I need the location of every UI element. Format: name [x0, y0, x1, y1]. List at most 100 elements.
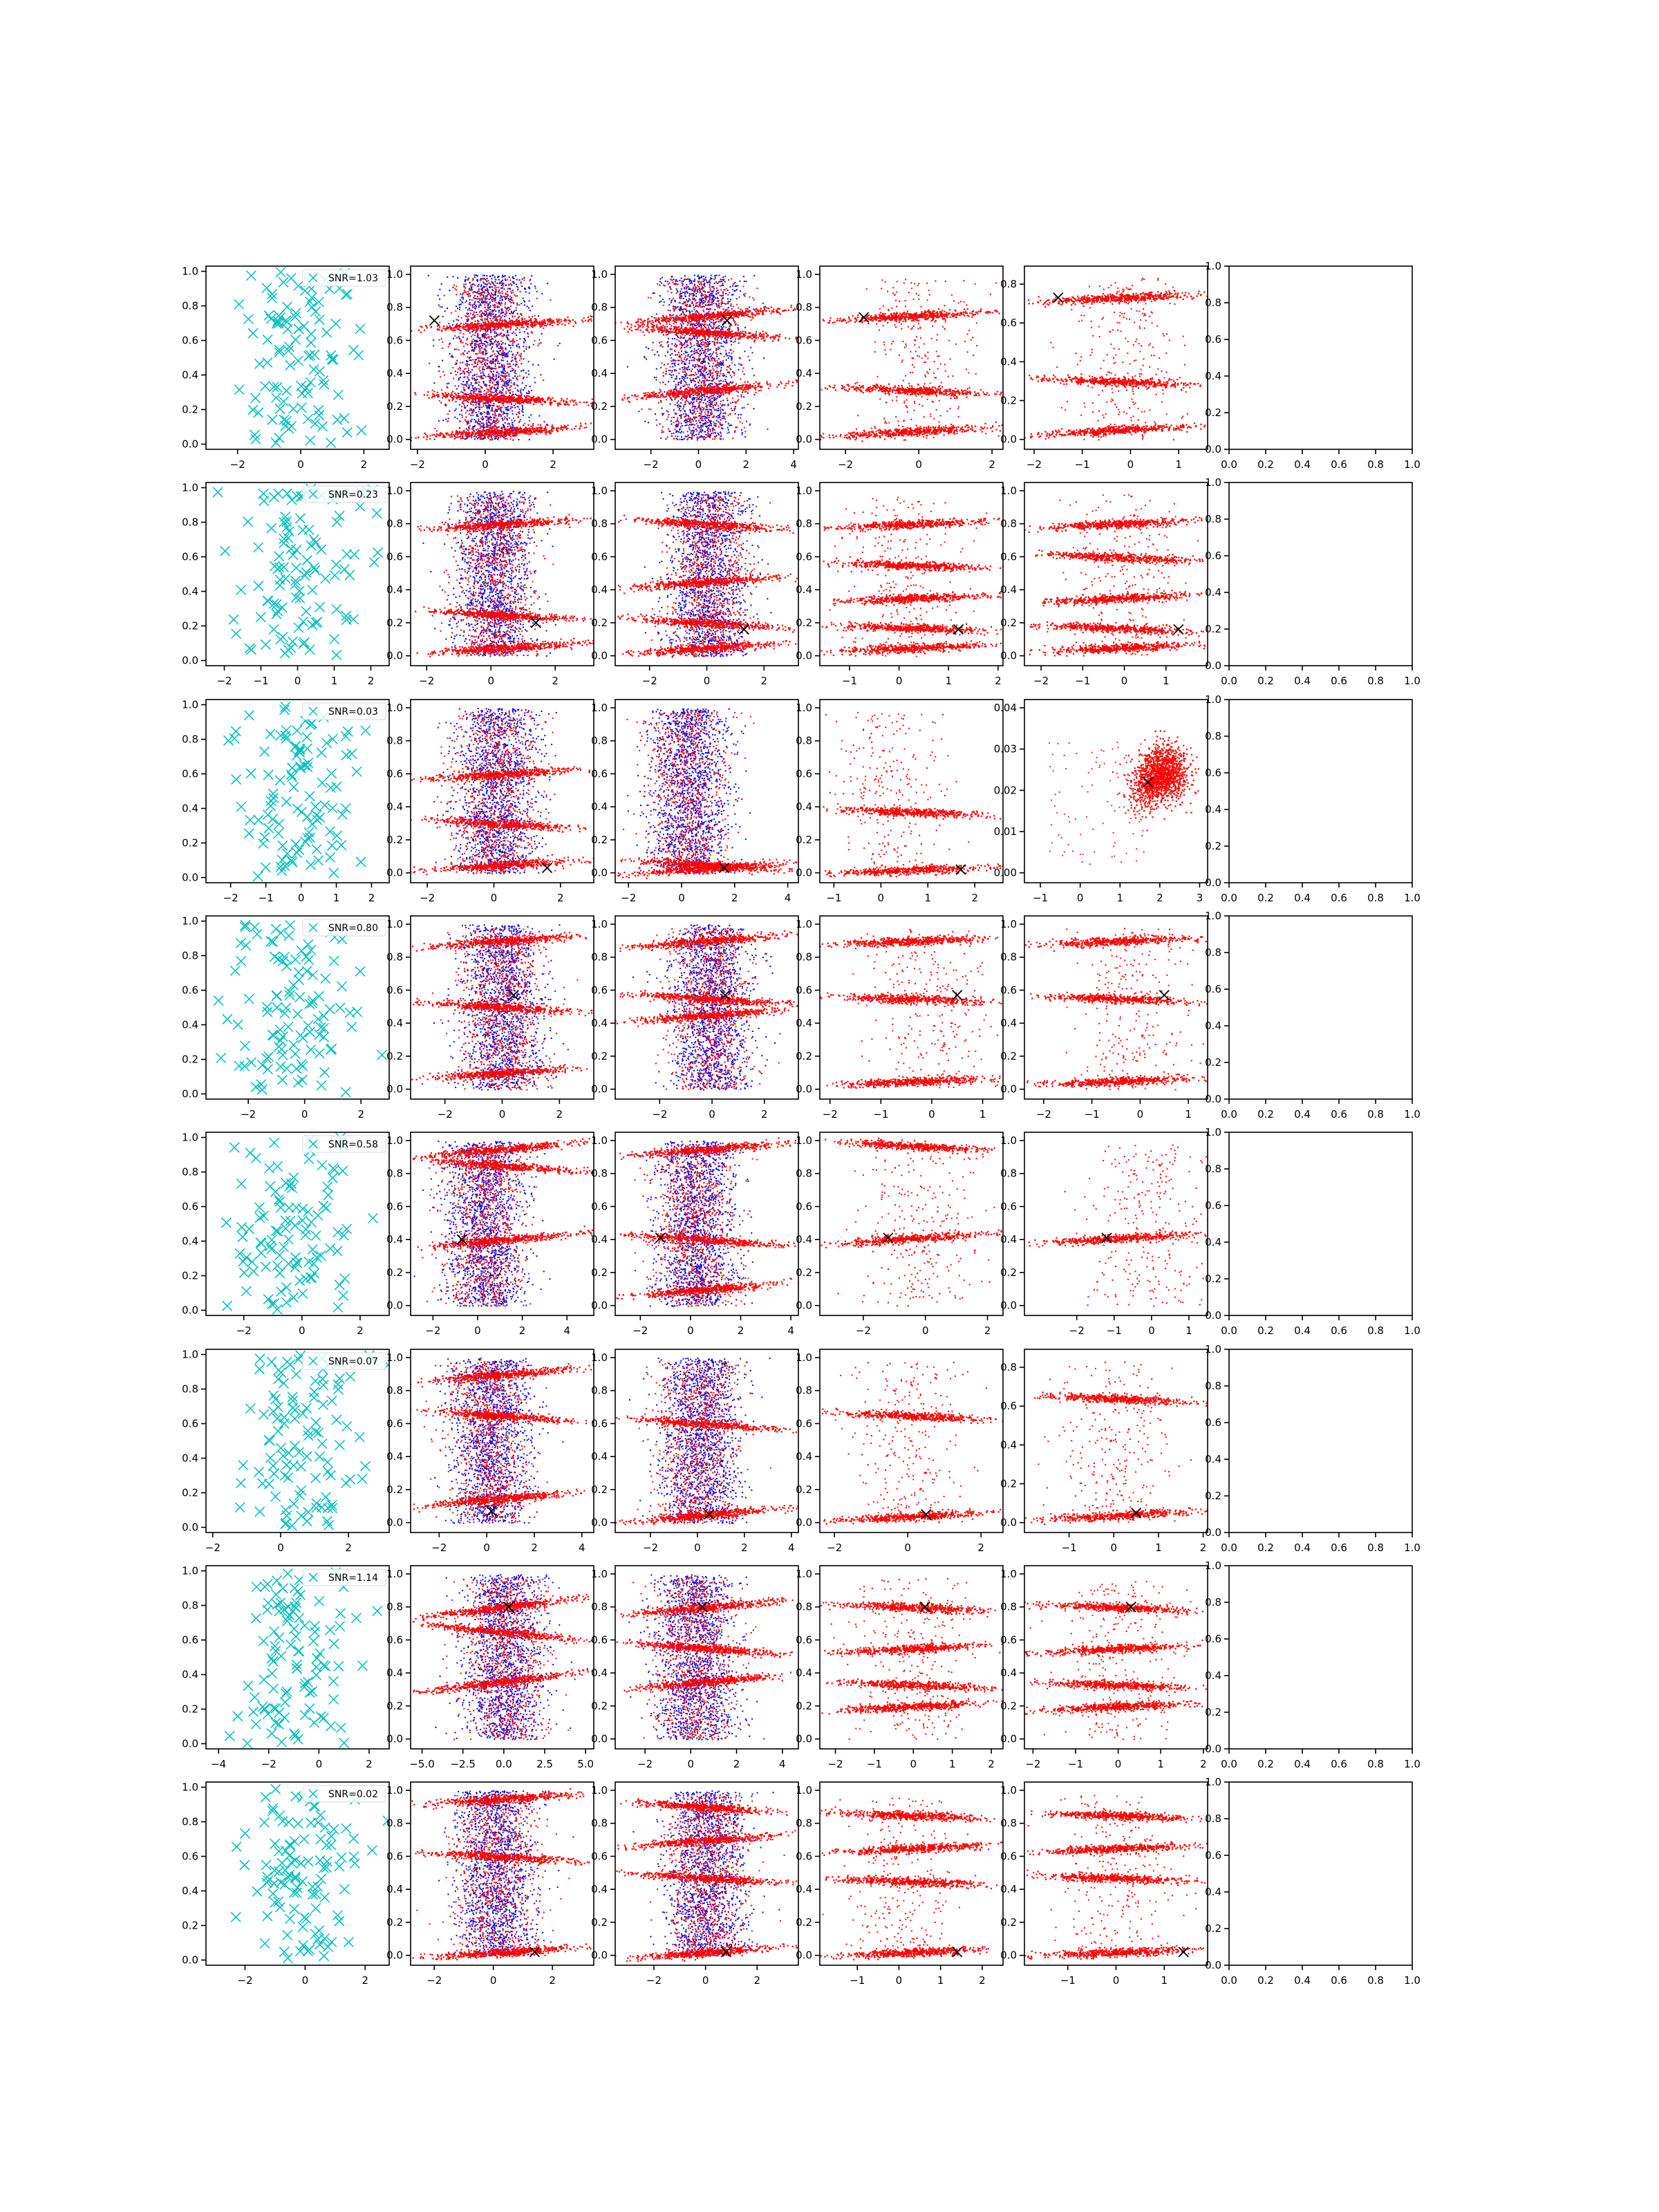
- p1-3-point: [703, 276, 704, 277]
- p1-2-point: [515, 370, 516, 371]
- p1-1-sample-marker: [310, 419, 320, 429]
- p1-2-point: [498, 287, 499, 288]
- p1-3-point: [710, 279, 711, 280]
- p1-2-point: [465, 276, 467, 278]
- p1-2-point: [507, 354, 508, 355]
- p1-2-point: [489, 429, 490, 431]
- p1-2-point: [451, 356, 452, 357]
- p1-2-point: [489, 344, 491, 346]
- p1-2-point: [505, 438, 506, 440]
- p1-2-point: [540, 431, 541, 433]
- p1-2-point: [465, 406, 466, 408]
- p1-2-point: [557, 345, 559, 346]
- p1-2-point: [517, 353, 518, 354]
- p1-2-point: [561, 425, 562, 427]
- p1-2-point: [494, 332, 496, 334]
- p1-3-point: [704, 375, 706, 376]
- p1-3-point: [656, 313, 657, 315]
- p1-2-point: [478, 437, 480, 438]
- p1-2-point: [516, 286, 518, 288]
- p1-2-point: [487, 388, 488, 390]
- p1-2-point: [468, 384, 469, 386]
- p1-2-point: [482, 403, 484, 404]
- p1-2-point: [511, 311, 512, 312]
- p1-2-point: [490, 380, 491, 382]
- p1-2-point: [495, 310, 496, 312]
- p1-2-point: [474, 374, 476, 375]
- p1-2-point: [468, 370, 469, 371]
- p1-2-point: [500, 317, 501, 318]
- p1-2-point: [545, 433, 547, 435]
- p1-2-point: [510, 371, 512, 372]
- p1-2-point: [512, 321, 513, 323]
- p1-2-point: [468, 315, 469, 317]
- p1-2-point: [518, 344, 519, 345]
- p1-2-point: [518, 416, 519, 418]
- p1-2-point: [514, 384, 516, 386]
- p1-3-point: [727, 400, 728, 401]
- p1-2-point: [440, 432, 441, 433]
- p1-2-point: [486, 285, 487, 287]
- p1-2-point: [503, 329, 504, 330]
- p1-2-point: [498, 292, 500, 294]
- p1-2-point: [456, 409, 457, 410]
- p1-2-point: [497, 295, 498, 297]
- p1-2-point: [494, 392, 495, 393]
- p1-2-point: [518, 439, 520, 440]
- p1-2-point: [527, 323, 529, 324]
- p1-2-point: [545, 325, 547, 326]
- p1-3-point: [681, 326, 682, 328]
- p1-2-point: [502, 310, 503, 311]
- p1-3-point: [691, 382, 692, 383]
- p1-2-point: [561, 324, 563, 325]
- p1-2-point: [474, 274, 476, 276]
- p1-2-point: [463, 388, 465, 390]
- p1-2-point: [460, 299, 461, 301]
- p1-2-point: [540, 342, 541, 344]
- p1-3-point: [702, 286, 703, 288]
- p1-2-point: [478, 382, 480, 383]
- p1-2-point: [469, 303, 470, 305]
- p1-2-point: [489, 292, 490, 294]
- p1-2-point: [476, 429, 477, 431]
- p1-2-point: [491, 372, 492, 373]
- p1-2-point: [442, 420, 444, 421]
- p1-2-point: [635, 406, 637, 407]
- p1-3-point: [746, 420, 747, 422]
- p1-2-point: [484, 286, 485, 288]
- p1-2-point: [455, 371, 456, 372]
- p1-2-point: [518, 412, 519, 413]
- p1-2-point: [529, 439, 530, 440]
- p1-2-point: [559, 323, 560, 324]
- p1-2-point: [482, 400, 483, 402]
- p1-3-point: [727, 405, 729, 406]
- p1-2-point: [463, 354, 465, 355]
- p1-2-point: [482, 419, 484, 420]
- p1-2-point: [496, 384, 497, 385]
- p1-2-point: [474, 335, 476, 336]
- p1-3-point: [695, 296, 697, 297]
- p1-2-point: [502, 375, 503, 377]
- p1-2-point: [485, 331, 487, 332]
- p1-3-point: [701, 431, 702, 433]
- p1-2-point: [487, 419, 488, 420]
- p1-2-point: [479, 428, 480, 429]
- p1-2-point: [523, 377, 525, 378]
- p1-2-point: [507, 380, 508, 382]
- p1-2-point: [506, 386, 507, 387]
- p1-2-point: [447, 420, 449, 422]
- p1-2-point: [509, 350, 510, 352]
- p1-2-point: [447, 383, 448, 384]
- p1-2-point: [478, 306, 480, 308]
- p1-3-point: [718, 408, 719, 409]
- p1-2-point: [503, 433, 505, 435]
- p1-2-point: [477, 275, 478, 276]
- p1-2-point: [573, 404, 574, 406]
- p1-2-point: [469, 357, 470, 359]
- p1-2-point: [476, 404, 477, 406]
- p1-3-point: [709, 284, 711, 285]
- p1-2-point: [523, 321, 525, 323]
- p1-2-point: [463, 346, 465, 347]
- p1-2-point: [500, 341, 502, 342]
- p1-2-point: [531, 331, 532, 332]
